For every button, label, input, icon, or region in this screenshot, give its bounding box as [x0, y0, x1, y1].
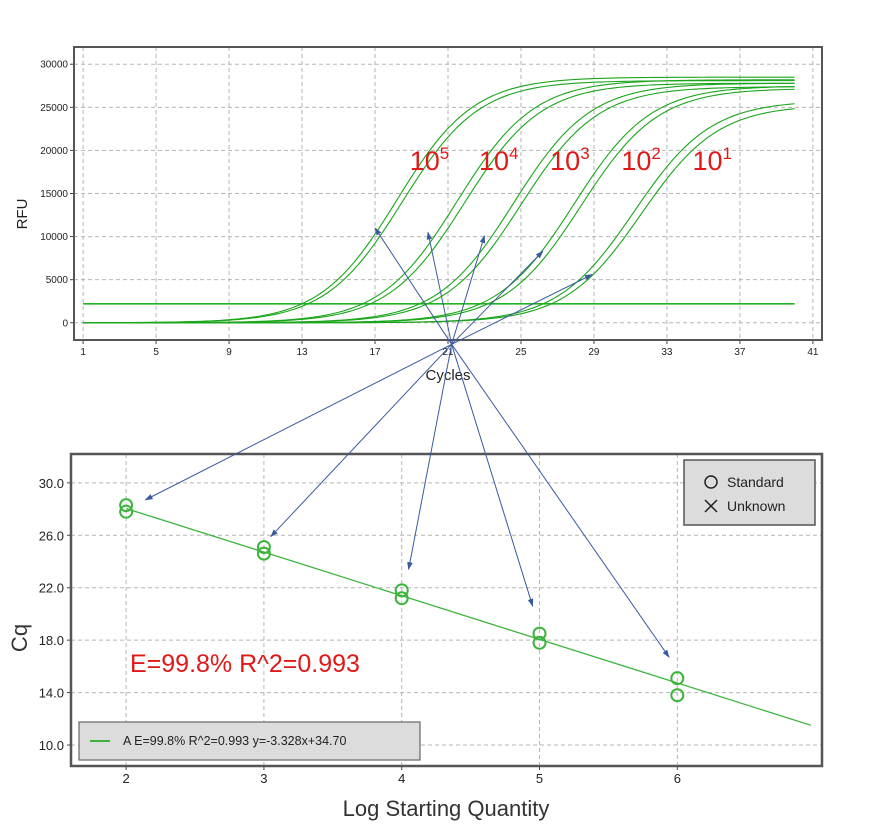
x-tick-label: 29: [588, 347, 600, 358]
x-axis-title: Cycles: [425, 367, 470, 384]
dilution-label: 105: [410, 144, 450, 176]
x-tick-label: 2: [123, 771, 130, 786]
standard-point: [119, 498, 134, 513]
y-tick-label: 10000: [40, 232, 68, 243]
arrow-to-point: [407, 344, 453, 571]
arrow-to-curve: [451, 234, 486, 345]
legend-unknown-marker: [704, 499, 718, 513]
plot-frame: [73, 46, 823, 341]
standard-point: [256, 546, 271, 561]
dilution-label-base: 10: [621, 146, 651, 176]
arrow-to-point: [270, 343, 453, 538]
arrow-to-curve: [451, 250, 544, 345]
standard-point: [119, 504, 134, 519]
x-tick-label: 3: [260, 771, 267, 786]
y-tick-label: 15000: [40, 189, 68, 200]
dilution-label: 102: [621, 144, 661, 176]
x-tick-label: 4: [398, 771, 405, 786]
legend-box: [683, 459, 816, 526]
standard-curve-chart: 2 3 4 5 6 10.0 14.0 18.0 22.0 26.0 30.0 E=99.8% R^2…: [7, 452, 824, 821]
y-tick-label: 14.0: [39, 686, 64, 701]
y-tick-label: 30.0: [39, 476, 64, 491]
y-tick-label: 5000: [46, 275, 69, 286]
x-tick-label: 33: [661, 347, 673, 358]
arrow-to-curve: [451, 274, 593, 345]
x-axis-title: Log Starting Quantity: [343, 796, 550, 821]
amplification-chart: 1 5 9 13 17 21 25 29 33 37 41050001000015000200002…: [14, 46, 823, 384]
plot-frame: [69, 452, 824, 768]
standard-point: [394, 591, 409, 606]
x-tick-label: 37: [734, 347, 746, 358]
y-tick-label: 25000: [40, 103, 68, 114]
arrow-layer: [144, 227, 670, 658]
dilution-label-base: 10: [410, 146, 440, 176]
arrow-to-point: [451, 344, 534, 607]
fit-legend-box: [78, 721, 421, 761]
standard-point: [670, 688, 685, 703]
dilution-label: 103: [550, 144, 590, 176]
y-axis-title: Cq: [7, 624, 32, 652]
y-tick-label: 20000: [40, 146, 68, 157]
y-tick-label: 18.0: [39, 633, 64, 648]
x-tick-label: 1: [80, 347, 86, 358]
x-tick-label: 9: [226, 347, 232, 358]
y-tick-label: 26.0: [39, 528, 64, 543]
dilution-label-exponent: 4: [509, 144, 518, 163]
dilution-label-exponent: 2: [651, 144, 660, 163]
fit-line: [125, 507, 812, 726]
arrow-to-curve: [426, 231, 453, 345]
standard-point: [256, 540, 271, 555]
standard-point: [394, 583, 409, 598]
legend-standard-marker: [704, 475, 718, 489]
x-tick-label: 13: [296, 347, 308, 358]
amplification-curve: [83, 108, 795, 324]
y-axis-title: RFU: [14, 199, 31, 230]
y-tick-label: 22.0: [39, 581, 64, 596]
dilution-label-base: 10: [692, 146, 722, 176]
x-tick-label: 21: [442, 347, 454, 358]
x-tick-label: 41: [807, 347, 819, 358]
y-tick-label: 30000: [40, 60, 68, 71]
legend-unknown-label: Unknown: [727, 498, 785, 514]
x-tick-label: 5: [536, 771, 543, 786]
x-tick-label: 6: [674, 771, 681, 786]
y-tick-label: 10.0: [39, 738, 64, 753]
standard-point: [532, 635, 547, 650]
efficiency-annotation: E=99.8% R^2=0.993: [130, 650, 360, 678]
standard-point: [670, 671, 685, 686]
fit-legend-label: A E=99.8% R^2=0.993 y=-3.328x+34.70: [123, 734, 346, 748]
x-tick-label: 25: [515, 347, 527, 358]
arrow-to-point: [144, 343, 452, 501]
dilution-label: 104: [479, 144, 519, 176]
dilution-label-exponent: 5: [440, 144, 449, 163]
arrow-to-point: [451, 344, 670, 658]
dilution-label: 101: [692, 144, 732, 176]
x-tick-label: 17: [369, 347, 381, 358]
x-tick-label: 5: [153, 347, 159, 358]
legend-standard-label: Standard: [727, 474, 784, 490]
y-tick-label: 0: [62, 318, 68, 329]
arrow-to-curve: [374, 227, 453, 345]
dilution-label-base: 10: [479, 146, 509, 176]
dilution-label-exponent: 3: [580, 144, 589, 163]
standard-point: [532, 626, 547, 641]
dilution-label-exponent: 1: [723, 144, 732, 163]
dilution-label-base: 10: [550, 146, 580, 176]
